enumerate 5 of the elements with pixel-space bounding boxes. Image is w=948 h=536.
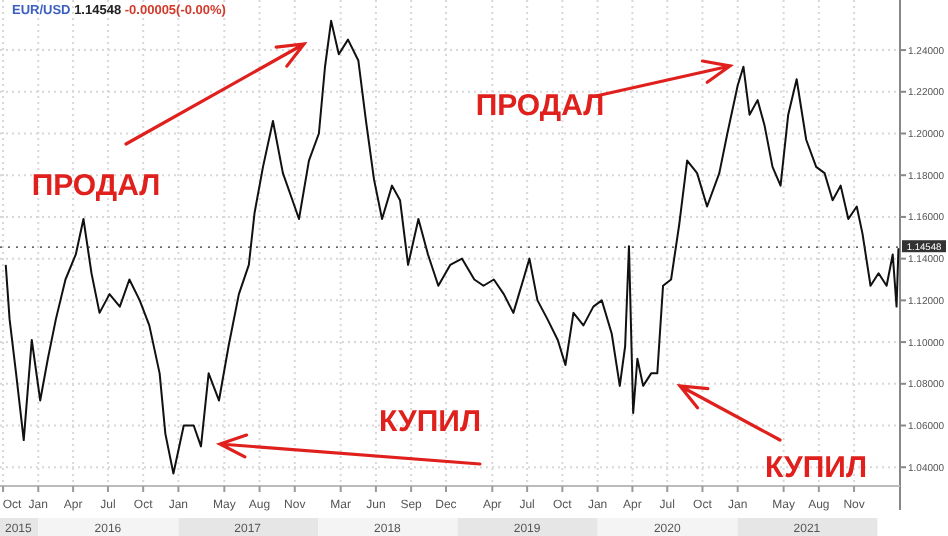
annotation: ПРОДАЛ [475, 88, 605, 123]
line-series [4, 19, 900, 475]
annotation: КУПИЛ [379, 404, 481, 439]
annotation: КУПИЛ [765, 450, 867, 485]
annotation: ПРОДАЛ [31, 168, 161, 203]
